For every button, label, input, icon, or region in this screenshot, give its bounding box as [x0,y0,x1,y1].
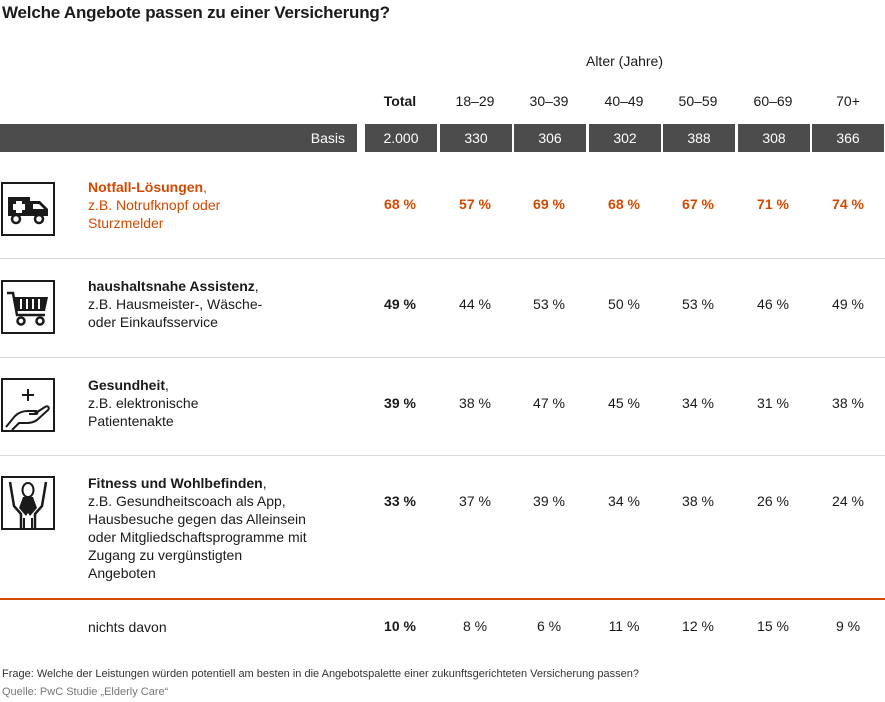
value-cell: 68 % [608,196,640,212]
value-cell: 31 % [757,395,789,411]
row-name: Gesundheit [88,377,166,393]
age-group-label: Alter (Jahre) [585,53,664,69]
value-cell-total: 39 % [384,395,416,411]
value-cell-total: 49 % [384,296,416,312]
value-cell: 69 % [533,196,565,212]
row-name: Fitness und Wohlbefinden [88,475,263,491]
basis-value: 308 [738,124,810,152]
column-header-age: 30–39 [529,93,569,109]
basis-value: 302 [589,124,661,152]
row-name: Notfall-Lösungen [88,179,204,195]
value-cell: 38 % [459,395,491,411]
value-cell: 39 % [533,493,565,509]
value-cell: 67 % [682,196,714,212]
basis-value: 2.000 [365,124,437,152]
value-cell: 34 % [608,493,640,509]
basis-value: 388 [663,124,735,152]
value-cell: 44 % [459,296,491,312]
value-cell: 50 % [608,296,640,312]
basis-value: 306 [514,124,586,152]
value-cell: 49 % [832,296,864,312]
value-cell: 34 % [682,395,714,411]
value-cell-total: 33 % [384,493,416,509]
basis-label-cell: Basis [0,124,357,152]
column-header-age: 40–49 [604,93,644,109]
row-detail: z.B. Notrufknopf oder Sturzmelder [88,197,221,231]
basis-value: 330 [440,124,512,152]
value-cell: 71 % [757,196,789,212]
row-separator [0,357,885,358]
row-separator [0,455,885,456]
value-cell: 45 % [608,395,640,411]
value-cell: 38 % [832,395,864,411]
value-cell: 9 % [835,618,861,634]
value-cell: 26 % [757,493,789,509]
value-cell: 12 % [682,618,714,634]
row-label-gesundheit: Gesundheit, z.B. elektronische Patienten… [88,376,328,430]
value-cell: 15 % [757,618,789,634]
value-cell: 8 % [462,618,488,634]
basis-value: 366 [812,124,884,152]
row-detail: z.B. elektronische Patientenakte [88,395,199,429]
row-separator-accent [0,598,885,600]
row-separator [0,258,885,259]
row-detail: z.B. Gesundheitscoach als App, Hausbesuc… [88,493,307,581]
health-hand-icon [1,378,55,432]
row-label-notfall: Notfall-Lösungen, z.B. Notrufknopf oder … [88,178,328,232]
footer-source: Quelle: PwC Studie „Elderly Care“ [2,686,169,698]
row-name: haushaltsnahe Assistenz [88,278,255,294]
value-cell-total: 68 % [384,196,416,212]
basis-label: Basis [310,130,345,146]
value-cell: 46 % [757,296,789,312]
footer-question: Frage: Welche der Leistungen würden pote… [2,668,639,680]
value-cell: 57 % [459,196,491,212]
column-header-total: Total [383,93,417,109]
row-label-fitness: Fitness und Wohlbefinden, z.B. Gesundhei… [88,474,328,582]
value-cell-total: 10 % [384,618,416,634]
shopping-cart-icon [1,280,55,334]
chart-title: Welche Angebote passen zu einer Versiche… [2,3,390,22]
basis-bar: Basis 2.000 330 306 302 388 308 366 [0,124,885,152]
value-cell: 74 % [832,196,864,212]
column-header-age: 70+ [836,93,860,109]
column-header-age: 18–29 [455,93,495,109]
value-cell: 24 % [832,493,864,509]
row-label-assistenz: haushaltsnahe Assistenz, z.B. Hausmeiste… [88,277,328,331]
row-detail: nichts davon [88,619,167,635]
column-header-age: 50–59 [678,93,718,109]
value-cell: 37 % [459,493,491,509]
row-detail: z.B. Hausmeister-, Wäsche- oder Einkaufs… [88,296,263,330]
value-cell: 11 % [608,618,640,634]
value-cell: 53 % [533,296,565,312]
column-header-age: 60–69 [753,93,793,109]
value-cell: 6 % [536,618,562,634]
value-cell: 47 % [533,395,565,411]
fitness-person-icon [1,476,55,530]
value-cell: 53 % [682,296,714,312]
value-cell: 38 % [682,493,714,509]
row-label-nichts: nichts davon [88,618,328,636]
ambulance-icon [1,182,55,236]
